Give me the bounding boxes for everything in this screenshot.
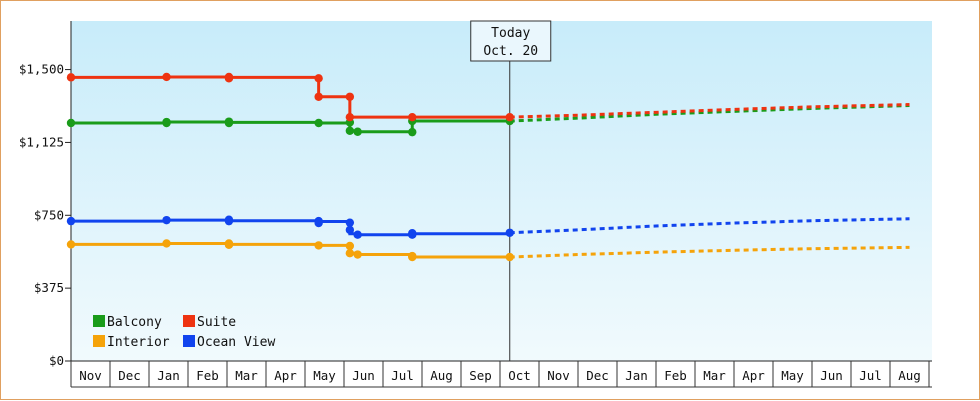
series-point xyxy=(162,72,171,82)
legend-swatch xyxy=(183,315,195,327)
series-point xyxy=(224,216,234,226)
series-point xyxy=(345,92,355,101)
y-tick-label: $375 xyxy=(34,280,64,295)
series-point xyxy=(408,228,417,238)
y-tick-label: $750 xyxy=(34,207,64,222)
series-ocean-view xyxy=(66,215,910,239)
series-point xyxy=(66,240,76,249)
legend-swatch xyxy=(183,335,195,347)
x-month-label: Oct xyxy=(508,368,531,383)
series-point xyxy=(224,240,234,250)
legend-label: Interior xyxy=(107,335,170,350)
series-point xyxy=(408,112,417,122)
series-point xyxy=(353,127,362,136)
series-point xyxy=(66,216,76,226)
x-month-label: Jan xyxy=(625,368,648,383)
x-month-label: Jun xyxy=(820,368,843,383)
x-month-label: Nov xyxy=(79,368,102,383)
series-point xyxy=(353,230,362,239)
series-point xyxy=(345,248,355,258)
series-point xyxy=(162,215,171,225)
y-tick-label: $0 xyxy=(49,353,64,368)
series-point xyxy=(162,118,171,128)
x-month-label: Feb xyxy=(196,368,219,383)
x-month-label: Aug xyxy=(898,368,921,383)
x-month-label: Dec xyxy=(586,368,609,383)
today-box xyxy=(470,20,552,62)
legend: Balcony Suite Interior Ocean View xyxy=(93,315,275,350)
series-point xyxy=(345,225,355,235)
series-point xyxy=(353,250,362,259)
x-month-label: Mar xyxy=(235,368,258,383)
legend-label: Balcony xyxy=(107,315,162,330)
legend-label: Ocean View xyxy=(197,335,275,350)
series-point xyxy=(505,228,514,237)
series-point xyxy=(224,74,234,83)
series-point xyxy=(66,73,76,82)
series-point xyxy=(345,112,355,122)
x-month-label: Feb xyxy=(664,368,687,383)
legend-swatch xyxy=(93,315,105,327)
series-point xyxy=(314,118,323,128)
x-month-label: Jun xyxy=(352,368,375,383)
x-month-label: Jul xyxy=(859,368,882,383)
series-point xyxy=(505,252,514,262)
x-month-label: Jul xyxy=(391,368,414,383)
series-forecast-line xyxy=(509,245,910,259)
series-point xyxy=(345,126,355,135)
series-point xyxy=(408,252,417,262)
x-month-label: Apr xyxy=(274,368,297,383)
x-month-label: Jan xyxy=(157,368,180,383)
x-month-label: Apr xyxy=(742,368,765,383)
series-point xyxy=(345,218,355,227)
y-tick-label: $1,500 xyxy=(19,62,64,77)
series-point xyxy=(314,218,323,228)
x-month-label: Nov xyxy=(547,368,570,383)
legend-label: Suite xyxy=(197,315,236,330)
series-point xyxy=(345,241,355,251)
x-month-label: May xyxy=(781,368,804,383)
x-month-label: Mar xyxy=(703,368,726,383)
today-date: Oct. 20 xyxy=(483,44,538,59)
x-month-label: Sep xyxy=(469,368,492,383)
x-month-label: Aug xyxy=(430,368,453,383)
series-point xyxy=(224,118,234,128)
series-point xyxy=(505,112,514,122)
legend-swatch xyxy=(93,335,105,347)
series-point xyxy=(314,74,323,83)
series-forecast-line xyxy=(509,217,910,235)
series-point xyxy=(162,239,171,248)
series-point xyxy=(314,92,323,101)
series-interior xyxy=(66,239,910,262)
plot-background xyxy=(71,21,932,361)
series-forecast-line xyxy=(509,103,910,119)
x-month-label: Dec xyxy=(118,368,141,383)
x-month-label: May xyxy=(313,368,336,383)
series-point xyxy=(314,241,323,250)
today-label: Today xyxy=(491,26,530,41)
series-point xyxy=(408,127,417,137)
y-tick-label: $1,125 xyxy=(19,134,64,149)
series-suite xyxy=(66,72,910,122)
series-point xyxy=(66,118,76,128)
